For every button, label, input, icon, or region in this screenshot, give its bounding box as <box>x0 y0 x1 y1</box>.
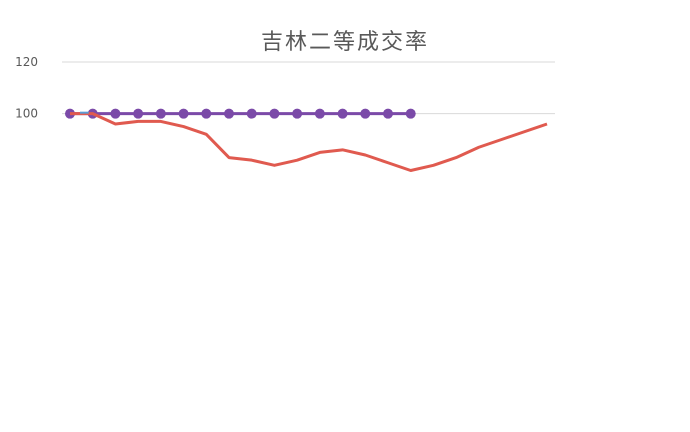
data-point <box>224 108 234 119</box>
data-point <box>269 108 280 119</box>
series-line <box>70 112 548 172</box>
data-point <box>314 108 325 119</box>
chart-title: 吉林二等成交率 <box>260 30 429 55</box>
data-point <box>201 108 212 119</box>
data-point <box>133 108 144 119</box>
data-point <box>246 108 257 119</box>
y-tick-label: 120 <box>15 55 38 69</box>
data-point <box>383 108 393 119</box>
data-point <box>292 108 303 119</box>
data-point <box>155 108 166 119</box>
data-point <box>360 108 371 119</box>
y-tick-label: 100 <box>15 107 38 121</box>
data-point <box>405 108 416 119</box>
data-point <box>337 108 348 119</box>
data-point <box>178 108 189 119</box>
data-point <box>110 108 121 119</box>
